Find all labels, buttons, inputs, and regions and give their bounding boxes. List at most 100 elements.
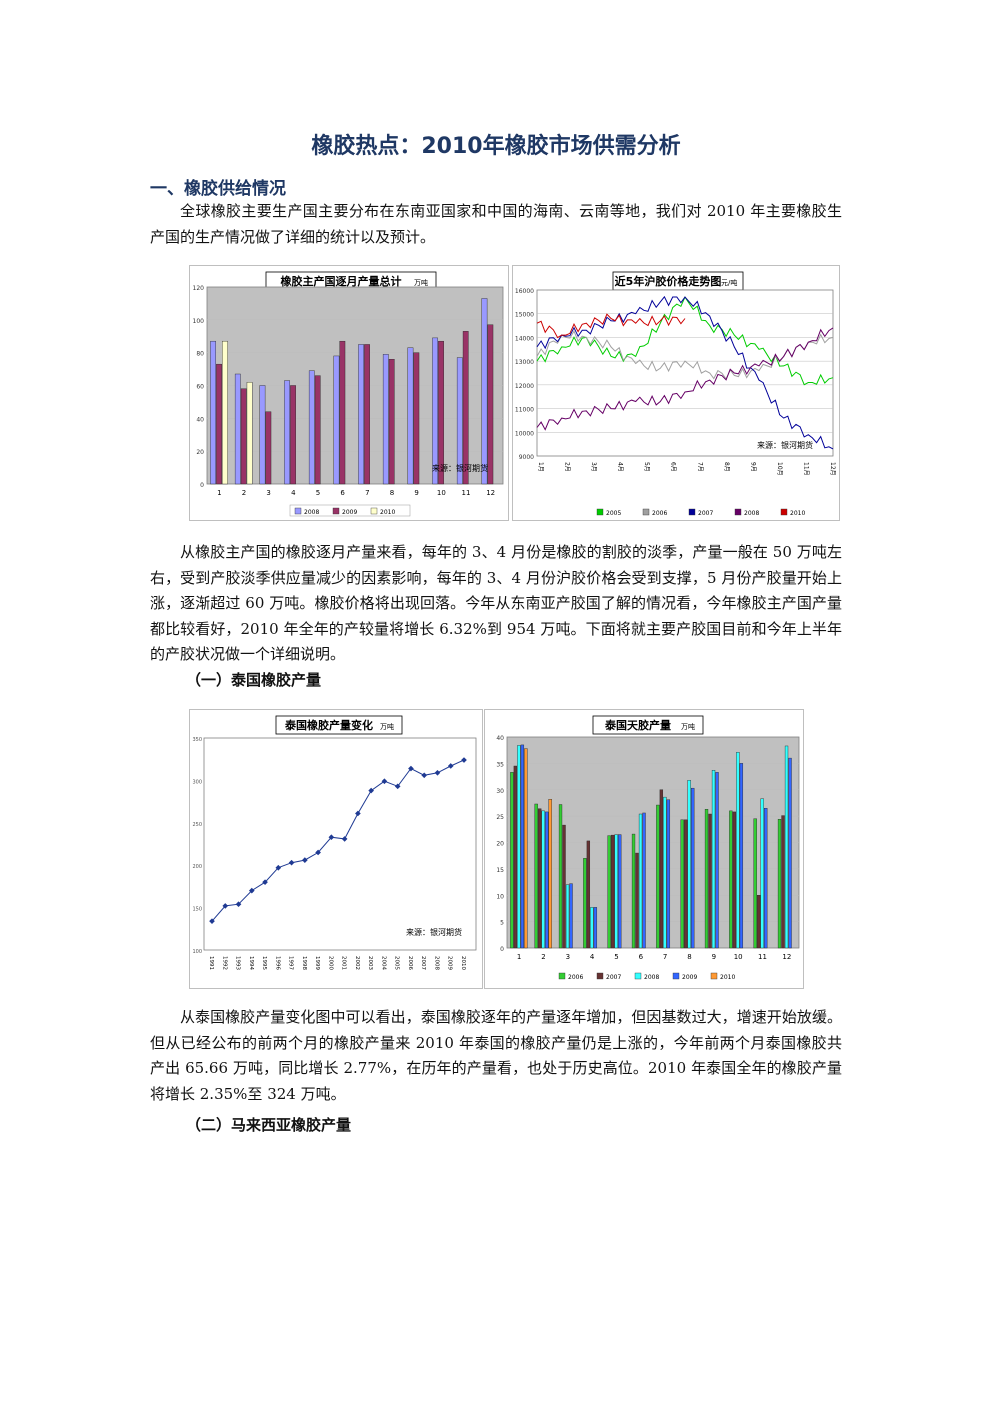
chart-source: 来源：银河期货 [432,463,488,473]
x-tick-label: 4 [291,489,296,497]
bar-2007-11 [757,895,761,949]
x-tick-label: 2007 [420,956,426,970]
y-tick-label: 0 [200,482,204,489]
x-tick-label: 1 [217,489,221,497]
bar-2007-6 [635,852,639,949]
bar-2008-10 [736,752,740,949]
legend-label-2009: 2009 [682,974,697,981]
bar-2008-1 [210,340,216,485]
x-tick-label: 12 [486,489,495,497]
y-tick-label: 250 [192,822,202,828]
y-tick-label: 5 [500,920,504,927]
bar-2008-7 [663,796,667,949]
data-point-1998 [302,857,308,863]
bar-2008-5 [614,834,618,949]
bar-2008-11 [760,798,764,949]
bar-2009-10 [438,340,444,485]
chart-unit: 元/吨 [721,278,737,287]
data-point-2002 [355,810,361,817]
page-title: 橡胶热点：2010年橡胶市场供需分析 [311,134,681,159]
bar-2007-9 [708,813,712,949]
bar-2009-1 [216,363,222,485]
x-tick-label: 12 [782,953,791,961]
legend-swatch-2006 [558,972,566,980]
x-tick-label: 5 [316,489,320,497]
bar-2009-7 [666,799,671,949]
y-tick-label: 10 [496,893,504,900]
x-tick-label: 2月 [564,462,571,472]
x-tick-label: 2010 [460,956,466,970]
bar-2009-1 [520,744,525,949]
paragraph-thailand: 从泰国橡胶产量变化图中可以看出，泰国橡胶逐年的产量逐年增加，但因基数过大，增速开… [150,1008,842,1103]
y-tick-label: 40 [196,416,204,423]
legend-label-2006: 2006 [568,974,583,981]
legend-label-2010: 2010 [720,974,735,981]
bar-2006-7 [656,804,660,949]
bar-2008-3 [565,884,570,949]
x-tick-label: 1991 [208,956,214,970]
y-tick-label: 40 [496,735,504,742]
y-tick-label: 80 [196,351,204,358]
x-tick-label: 5 [614,953,618,961]
x-tick-label: 2000 [327,956,333,970]
bar-2006-12 [777,819,782,949]
chart-title-box [275,715,403,735]
x-tick-label: 2 [242,489,246,497]
y-tick-label: 13000 [515,359,534,366]
x-tick-label: 3 [266,489,270,497]
y-tick-label: 100 [193,318,205,325]
legend-swatch-2008 [734,508,742,516]
series-line-2008 [536,327,834,431]
y-tick-label: 100 [192,949,202,955]
y-tick-label: 15000 [515,312,534,319]
legend-swatch-2010 [710,972,718,980]
paragraph-monthly-analysis: 从橡胶主产国的橡胶逐月产量来看，每年的 3、4 月份是橡胶的割胶的淡季，产量一般… [150,543,842,663]
chart-source: 来源：银河期货 [757,440,813,450]
subheading-thailand: （一）泰国橡胶产量 [186,671,322,689]
x-tick-label: 2005 [394,956,400,970]
x-tick-label: 4 [590,953,595,961]
x-tick-label: 8 [687,953,691,961]
bar-2008-8 [382,354,389,485]
x-tick-label: 6 [340,489,345,497]
legend-label-2010: 2010 [790,510,805,517]
bar-2009-2 [240,388,247,485]
bar-2009-11 [764,808,768,949]
x-tick-label: 1993 [235,956,241,970]
x-tick-label: 1月 [537,462,544,472]
chart-thailand-monthly-rubber: 泰国天胶产量 万吨 0 5 10 15 20 25 30 35 40 1 2 3 4 5 6 7 8 9 10 11 12 2… [484,709,804,989]
bar-2009-6 [642,812,646,949]
legend-label-2007: 2007 [698,510,713,517]
x-tick-label: 12月 [829,462,836,476]
bar-2006-6 [631,833,636,949]
bar-2007-4 [586,840,591,949]
data-point-1997 [288,859,295,866]
y-tick-label: 30 [496,788,504,795]
bar-2006-2 [534,803,538,949]
x-tick-label: 10 [734,953,743,961]
legend-box [289,504,411,517]
x-tick-label: 7 [365,489,369,497]
y-tick-label: 14000 [515,335,534,342]
y-tick-label: 25 [496,814,504,821]
legend-label-2007: 2007 [606,974,621,981]
bar-2006-9 [704,809,709,949]
x-tick-label: 7月 [696,462,703,472]
bar-2009-12 [487,324,494,485]
x-tick-label: 2003 [367,956,373,970]
bar-2008-6 [638,813,643,949]
y-tick-label: 10000 [515,430,534,437]
series-line-2007 [536,295,834,450]
x-tick-label: 6月 [670,462,677,472]
data-point-2000 [328,834,335,841]
x-tick-label: 2006 [407,956,413,970]
bar-2007-2 [538,808,542,949]
legend-swatch-2008 [294,507,302,515]
bar-2009-4 [290,385,296,485]
data-point-2001 [341,836,348,842]
legend-label-2008: 2008 [304,509,319,516]
bar-2009-6 [339,340,346,485]
bar-2008-4 [284,380,290,485]
